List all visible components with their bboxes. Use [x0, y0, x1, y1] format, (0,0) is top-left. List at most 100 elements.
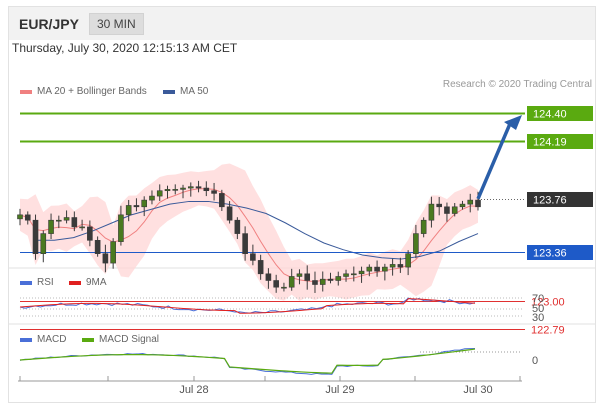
- macd-line: [19, 347, 476, 375]
- ma50-swatch: [163, 89, 175, 94]
- candle-body: [397, 264, 404, 268]
- candle-body: [17, 214, 23, 220]
- level-box-2: [527, 192, 593, 207]
- level-label-5: 122.79: [531, 325, 565, 337]
- level-label-1: 124.19: [533, 137, 567, 149]
- candle-body: [87, 226, 93, 241]
- level-label-2: 123.76: [533, 195, 567, 207]
- candle-body: [319, 278, 326, 285]
- candlesticks: [17, 180, 481, 293]
- candle-body: [48, 219, 54, 234]
- candle-body: [102, 253, 109, 264]
- timeframe-badge[interactable]: 30 MIN: [89, 13, 144, 35]
- rsi-panel: 70 50 30: [19, 293, 544, 324]
- candle-body: [374, 266, 380, 272]
- candle-body: [40, 233, 47, 255]
- level-label-0: 124.40: [533, 109, 567, 121]
- macd-panel: 0: [19, 347, 538, 375]
- candle-body: [257, 260, 264, 275]
- candle-body: [265, 273, 272, 281]
- candle-body: [125, 205, 132, 216]
- legend-macd-label: MACD: [37, 334, 67, 345]
- level-box-0: [527, 106, 593, 121]
- candle-body: [273, 280, 279, 288]
- macd-tick-0: 0: [532, 355, 538, 367]
- macd-swatch: [20, 337, 32, 342]
- price-panel: 124.40 124.19 123.76 123.36 123.00 122.79 Jul…: [17, 106, 593, 396]
- candle-body: [118, 214, 124, 242]
- legend-rsi-label: RSI: [37, 277, 54, 288]
- candle-body: [428, 203, 435, 221]
- legend-9ma: 9MA: [69, 277, 107, 288]
- candle-body: [250, 253, 256, 261]
- x-tick-label: Jul 28: [179, 384, 208, 396]
- legend-ma50: MA 50: [163, 86, 208, 97]
- currency-pair-title: EUR/JPY: [19, 16, 79, 32]
- candle-body: [156, 190, 163, 197]
- macd-signal-swatch: [82, 337, 94, 342]
- candle-body: [436, 203, 442, 208]
- copyright-credit: Research © 2020 Trading Central: [442, 79, 592, 90]
- candle-body: [79, 226, 85, 229]
- candle-body: [459, 203, 466, 208]
- legend-macd-signal: MACD Signal: [82, 334, 159, 345]
- candle-body: [288, 276, 295, 288]
- candle-body: [467, 199, 474, 205]
- candle-body: [389, 264, 396, 268]
- candle-body: [71, 217, 78, 228]
- level-label-4: 123.00: [531, 297, 565, 309]
- legend-ma20: MA 20 + Bollinger Bands: [20, 86, 147, 97]
- arrow-shaft: [476, 123, 512, 200]
- candle-body: [195, 186, 202, 189]
- candle-body: [451, 206, 458, 214]
- candle-body: [405, 253, 411, 268]
- candle-body: [133, 205, 140, 208]
- candle-body: [32, 219, 39, 254]
- candle-body: [164, 189, 171, 192]
- legend-macd: MACD: [20, 334, 66, 345]
- legend-ma50-label: MA 50: [180, 86, 209, 97]
- candle-body: [149, 195, 155, 201]
- ma50-line: [35, 200, 479, 260]
- candle-body: [350, 273, 357, 276]
- bollinger-band: [20, 163, 478, 301]
- candle-body: [296, 273, 303, 277]
- legend-macd-signal-label: MACD Signal: [99, 334, 160, 345]
- candle-body: [420, 219, 427, 234]
- candle-body: [382, 266, 388, 272]
- candle-body: [141, 199, 148, 208]
- candle-body: [475, 199, 481, 208]
- level-label-3: 123.36: [533, 248, 567, 260]
- candle-body: [63, 217, 70, 221]
- chart-header: EUR/JPY 30 MIN: [9, 7, 595, 40]
- rsi-tick-70: 70: [532, 293, 544, 305]
- candle-body: [211, 190, 217, 194]
- candle-body: [219, 193, 225, 208]
- candle-body: [335, 276, 342, 281]
- report-datetime: Thursday, July 30, 2020 12:15:13 AM CET: [12, 41, 238, 55]
- ma9-swatch: [69, 280, 81, 285]
- candle-body: [180, 187, 186, 190]
- x-tick-label: Jul 30: [463, 384, 492, 396]
- candle-body: [226, 206, 233, 221]
- rsi-tick-30: 30: [532, 312, 544, 324]
- price-levels: 124.40 124.19 123.76 123.36 123.00 122.79: [20, 106, 593, 337]
- rsi-9ma-line: [19, 298, 476, 314]
- candle-body: [172, 189, 179, 191]
- level-box-3: [527, 245, 593, 260]
- candle-body: [343, 273, 349, 277]
- arrow-head: [504, 115, 522, 130]
- macd-signal-line: [19, 348, 476, 374]
- candle-body: [24, 214, 31, 221]
- candle-body: [110, 241, 116, 264]
- candle-body: [94, 240, 101, 255]
- legend-9ma-label: 9MA: [86, 277, 107, 288]
- candle-body: [281, 286, 287, 289]
- candle-body: [56, 219, 62, 222]
- forecast-arrow: [476, 115, 522, 200]
- legend-ma20-label: MA 20 + Bollinger Bands: [37, 86, 147, 97]
- candle-body: [203, 187, 210, 192]
- x-axis: Jul 28 Jul 29 Jul 30: [18, 376, 522, 396]
- candle-body: [304, 273, 311, 281]
